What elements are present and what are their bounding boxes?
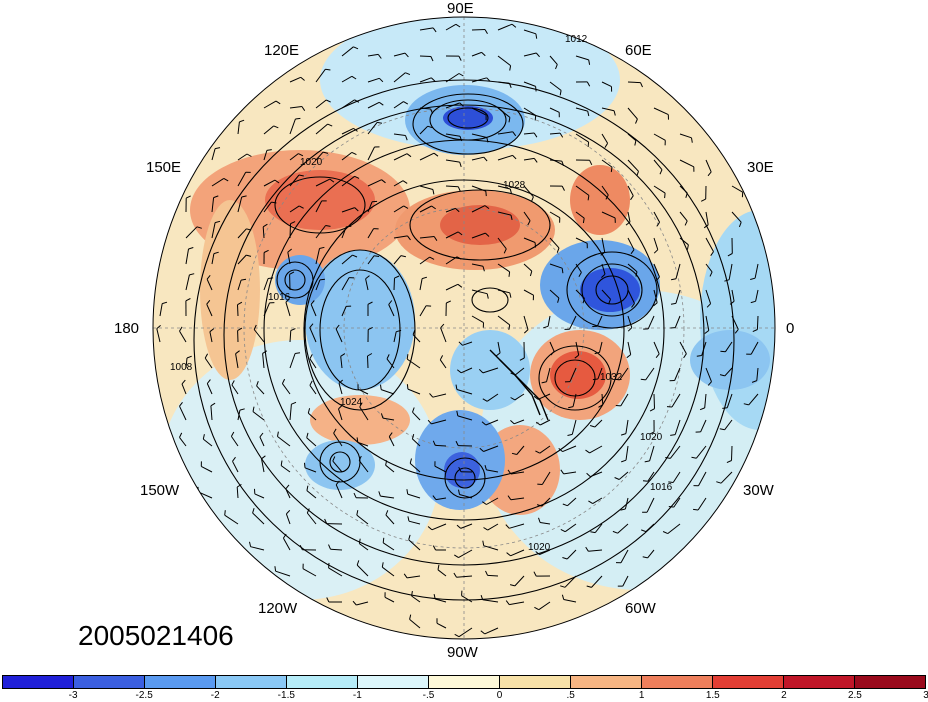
wind-barb-flag <box>720 351 725 352</box>
timestamp-label: 2005021406 <box>78 620 234 652</box>
colorbar-swatch <box>145 676 216 688</box>
colorbar-swatch <box>74 676 145 688</box>
contour-label: 1032 <box>600 372 623 383</box>
wind-barb <box>472 30 485 31</box>
wind-barb-flag <box>275 566 276 571</box>
wind-barb-flag <box>536 86 537 91</box>
wind-barb-flag <box>268 278 273 279</box>
colorbar-ticks: -3 -2.5 -2 -1.5 -1 -.5 0 .5 1 1.5 2 2.5 3 <box>0 690 928 702</box>
contour-label: 1016 <box>650 482 673 493</box>
wind-barb-flag <box>509 272 510 277</box>
wind-barb-flag <box>722 408 727 409</box>
contour-label: 1024 <box>340 397 363 408</box>
wind-barb <box>394 278 395 290</box>
lon-label-0: 0 <box>786 320 794 337</box>
wind-barb-flag <box>641 379 646 380</box>
contour-label: 1008 <box>170 362 193 373</box>
wind-barb-flag <box>611 167 612 172</box>
wind-barb <box>732 446 733 461</box>
wind-barb-flag <box>305 463 306 468</box>
wind-barb <box>238 305 239 316</box>
colorbar-swatch <box>571 676 642 688</box>
colorbar-tick-label: -1 <box>353 690 362 701</box>
lon-label-120e: 120E <box>264 42 299 59</box>
colorbar-swatch <box>500 676 571 688</box>
colorbar-tick-label: 2.5 <box>848 690 862 701</box>
colorbar-tick-label: -.5 <box>423 690 435 701</box>
wind-barb <box>488 575 498 576</box>
lon-label-180: 180 <box>114 320 139 337</box>
colorbar-tick-label: -3 <box>69 690 78 701</box>
wind-barb-flag <box>295 118 300 119</box>
wind-barb-flag <box>407 354 408 359</box>
colorbar-tick-label: -2 <box>211 690 220 701</box>
wind-barb-flag <box>562 268 563 273</box>
wind-barb-flag <box>346 226 351 227</box>
wind-barb <box>654 394 655 409</box>
contour-label: 1020 <box>300 157 323 168</box>
wind-barb-flag <box>669 507 674 508</box>
lon-label-30e: 30E <box>747 159 774 176</box>
wind-barb-flag <box>668 482 673 483</box>
wind-barb-flag <box>320 279 325 280</box>
colorbar-tick-label: 1 <box>639 690 645 701</box>
wind-barb-flag <box>665 193 666 198</box>
lon-label-150w: 150W <box>140 482 179 499</box>
lon-label-90w: 90W <box>447 644 478 661</box>
colorbar-swatch <box>784 676 855 688</box>
wind-barb-flag <box>381 385 382 390</box>
colorbar-swatch <box>642 676 713 688</box>
colorbar-swatch <box>287 676 358 688</box>
colorbar-swatch <box>3 676 74 688</box>
colorbar-tick-label: .5 <box>566 690 574 701</box>
wind-barb <box>435 445 446 446</box>
wind-barb <box>757 316 758 330</box>
contour-label: 1012 <box>565 34 588 45</box>
colorbar-swatch <box>216 676 287 688</box>
contour-label: 1028 <box>503 180 526 191</box>
wind-barb <box>368 356 369 368</box>
wind-barb-flag <box>615 379 620 380</box>
colorbar-swatch <box>855 676 925 688</box>
colorbar <box>2 675 926 689</box>
colorbar-tick-label: 2 <box>781 690 787 701</box>
lon-label-120w: 120W <box>258 600 297 617</box>
wind-barb-flag <box>383 538 384 543</box>
colorbar-swatch <box>358 676 429 688</box>
wind-barb-flag <box>643 481 648 482</box>
colorbar-swatch <box>713 676 784 688</box>
colorbar-tick-label: 0 <box>497 690 503 701</box>
lon-label-30w: 30W <box>743 482 774 499</box>
colorbar-tick-label: -1.5 <box>278 690 295 701</box>
colorbar-tick-label: -2.5 <box>136 690 153 701</box>
wind-barb <box>446 186 458 187</box>
lon-label-60w: 60W <box>625 600 656 617</box>
wind-barb-flag <box>295 353 300 354</box>
wind-barb-flag <box>486 191 487 196</box>
wind-barb-flag <box>593 379 598 380</box>
wind-barb <box>290 224 291 238</box>
wind-barb-flag <box>225 510 226 515</box>
wind-barb-flag <box>535 115 536 120</box>
lon-label-60e: 60E <box>625 42 652 59</box>
colorbar-tick-label: 3 <box>923 690 928 701</box>
wind-barb-flag <box>588 142 589 147</box>
wind-barb-flag <box>407 384 408 389</box>
wind-barb-flag <box>693 509 698 510</box>
wind-barb-flag <box>357 437 358 442</box>
wind-barb <box>420 56 431 57</box>
colorbar-tick-label: 1.5 <box>706 690 720 701</box>
lon-label-150e: 150E <box>146 159 181 176</box>
wind-barb <box>628 82 641 83</box>
colorbar-swatch <box>429 676 500 688</box>
lon-label-90e: 90E <box>447 0 474 17</box>
anomaly-field <box>150 10 820 645</box>
